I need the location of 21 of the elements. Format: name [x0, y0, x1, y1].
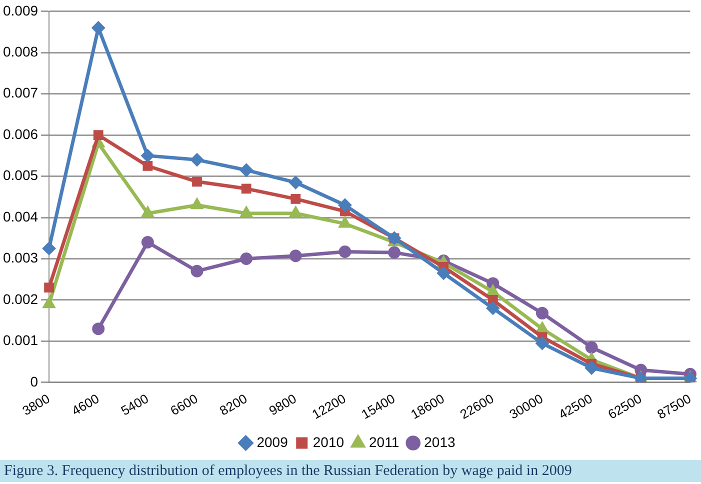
y-tick-label: 0.009: [2, 2, 38, 18]
legend-label: 2013: [424, 434, 456, 450]
caption: Figure 3. Frequency distribution of employees in the Russian Federation by wage paid in 2009: [0, 460, 701, 482]
y-tick-label: 0.006: [2, 126, 38, 142]
legend-label: 2009: [256, 434, 288, 450]
x-tick-label: 9800: [266, 390, 299, 418]
y-tick-label: 0.001: [2, 332, 38, 348]
y-tick-label: 0.002: [2, 290, 38, 307]
y-tick-label: 0.004: [2, 208, 38, 224]
x-tick-label: 5400: [118, 390, 151, 418]
y-tick-label: 0.008: [2, 43, 38, 60]
x-tick-label: 6600: [168, 390, 200, 418]
legend-label: 2010: [312, 434, 344, 450]
y-tick-label: 0.005: [2, 167, 38, 184]
x-tick-label: 8200: [217, 390, 250, 418]
y-tick-label: 0.007: [2, 84, 38, 101]
y-tick-label: 0.003: [2, 250, 38, 266]
legend-label: 2011: [369, 434, 400, 450]
x-tick-label: 3800: [20, 390, 52, 418]
y-tick-label: 0: [30, 373, 38, 390]
x-tick-label: 4600: [69, 390, 102, 418]
